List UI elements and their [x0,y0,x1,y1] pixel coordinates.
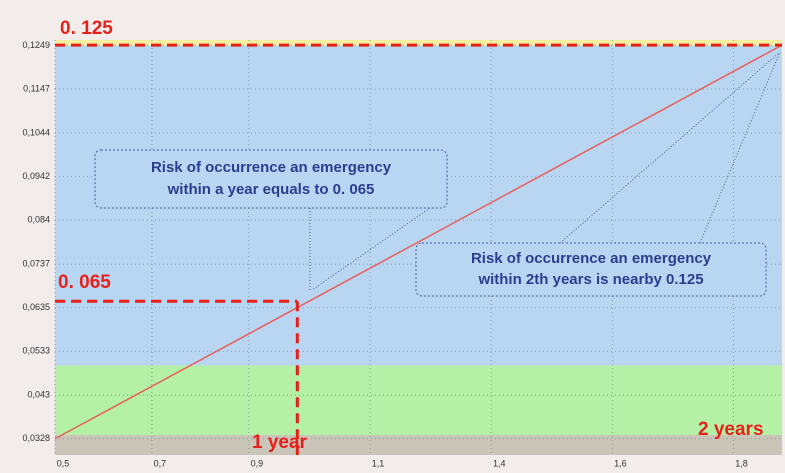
y-tick-label: 0,084 [27,215,50,225]
y-tick-label: 0,043 [27,390,50,400]
callout-text: Risk of occurrence an emergency [471,250,712,267]
callout-text: within 2th years is nearby 0.125 [477,271,703,288]
x-tick-label: 0,9 [251,458,264,468]
marks [54,43,783,455]
x-tick-label: 0,5 [57,458,70,468]
callout-box [415,242,767,297]
y-tick-label: 0,0942 [22,171,50,181]
x-tick-label: 1,1 [372,458,385,468]
data-line [54,44,783,440]
y-tick-label: 0,1249 [22,40,50,50]
band [55,40,782,46]
x-tick-label: 0,7 [154,458,167,468]
annotation: 1 year [252,432,308,453]
x-tick-label: 1,6 [614,458,627,468]
callouts: Risk of occurrence an emergency within a… [94,51,781,297]
y-tick-label: 0,0533 [22,346,50,356]
band [55,365,782,435]
y-tick-label: 0,0737 [22,259,50,269]
callout-box [94,149,448,209]
annotation: 0. 065 [58,272,111,293]
band [55,434,782,455]
annotation: 0. 125 [60,18,113,39]
y-tick-label: 0,0635 [22,302,50,312]
x-tick-label: 1,8 [735,458,748,468]
pointer [559,51,781,244]
callout-text: Risk of occurrence an emergency [151,159,392,176]
y-tick-label: 0,0328 [22,433,50,443]
annotation: 2 years [698,419,764,440]
y-tick-label: 0,1147 [23,83,50,93]
y-tick-label: 0,1044 [22,127,50,137]
x-tick-label: 1,4 [493,458,506,468]
callout-text: within a year equals to 0. 065 [167,181,375,198]
